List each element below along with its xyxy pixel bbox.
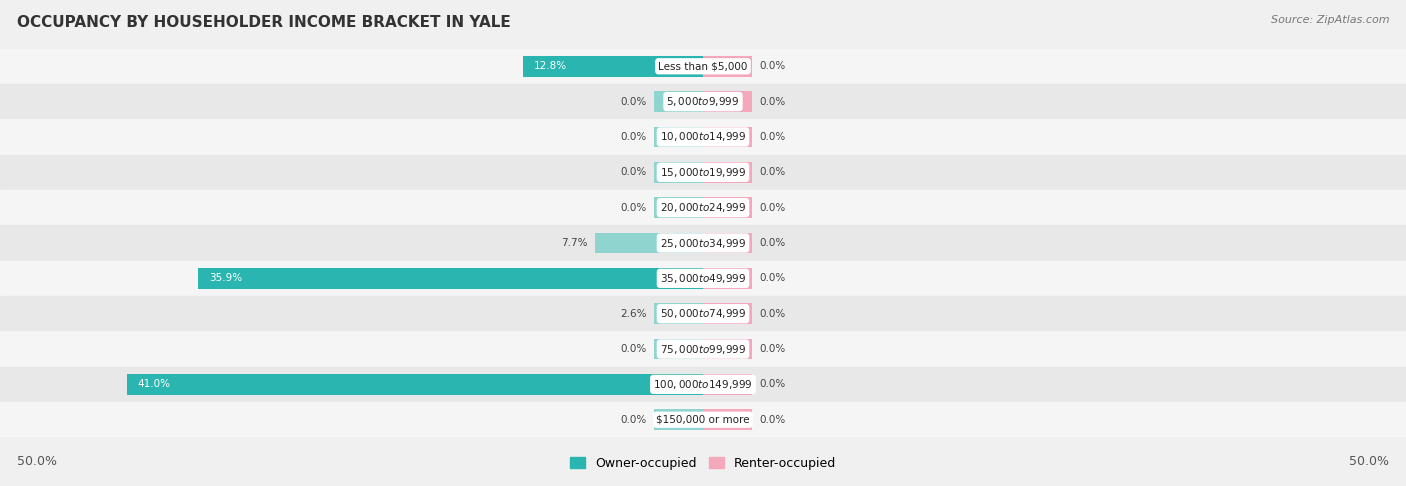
Bar [198, 268, 703, 289]
Bar [0, 84, 1406, 119]
Text: $50,000 to $74,999: $50,000 to $74,999 [659, 307, 747, 320]
Text: 0.0%: 0.0% [620, 97, 647, 106]
Bar [127, 374, 703, 395]
Text: $5,000 to $9,999: $5,000 to $9,999 [666, 95, 740, 108]
Text: 50.0%: 50.0% [1350, 455, 1389, 468]
Bar [0, 155, 1406, 190]
Text: 0.0%: 0.0% [759, 273, 786, 283]
Text: 2.6%: 2.6% [620, 309, 647, 319]
Text: 0.0%: 0.0% [759, 309, 786, 319]
Bar [703, 374, 752, 395]
Text: 0.0%: 0.0% [759, 344, 786, 354]
Bar [703, 91, 752, 112]
Text: $150,000 or more: $150,000 or more [657, 415, 749, 425]
Legend: Owner-occupied, Renter-occupied: Owner-occupied, Renter-occupied [565, 452, 841, 475]
Text: $35,000 to $49,999: $35,000 to $49,999 [659, 272, 747, 285]
Text: 0.0%: 0.0% [620, 344, 647, 354]
Text: Source: ZipAtlas.com: Source: ZipAtlas.com [1271, 15, 1389, 25]
Text: 0.0%: 0.0% [759, 97, 786, 106]
Bar [0, 226, 1406, 260]
Text: 35.9%: 35.9% [209, 273, 243, 283]
Bar [0, 331, 1406, 367]
Bar [703, 56, 752, 76]
Bar [654, 303, 703, 324]
Text: $25,000 to $34,999: $25,000 to $34,999 [659, 237, 747, 249]
Bar [0, 260, 1406, 296]
Text: 0.0%: 0.0% [620, 203, 647, 213]
Bar [703, 268, 752, 289]
Text: Less than $5,000: Less than $5,000 [658, 61, 748, 71]
Bar [0, 190, 1406, 226]
Bar [654, 91, 703, 112]
Text: 0.0%: 0.0% [759, 61, 786, 71]
Bar [654, 410, 703, 430]
Text: $15,000 to $19,999: $15,000 to $19,999 [659, 166, 747, 179]
Bar [703, 127, 752, 147]
Bar [523, 56, 703, 76]
Bar [654, 197, 703, 218]
Text: 41.0%: 41.0% [138, 380, 170, 389]
Text: $100,000 to $149,999: $100,000 to $149,999 [654, 378, 752, 391]
Bar [0, 49, 1406, 84]
Text: 0.0%: 0.0% [620, 132, 647, 142]
Text: 0.0%: 0.0% [759, 380, 786, 389]
Bar [0, 119, 1406, 155]
Bar [703, 162, 752, 183]
Text: 7.7%: 7.7% [561, 238, 588, 248]
Bar [0, 402, 1406, 437]
Bar [654, 162, 703, 183]
Bar [0, 367, 1406, 402]
Text: OCCUPANCY BY HOUSEHOLDER INCOME BRACKET IN YALE: OCCUPANCY BY HOUSEHOLDER INCOME BRACKET … [17, 15, 510, 30]
Bar [654, 127, 703, 147]
Bar [703, 233, 752, 253]
Text: 0.0%: 0.0% [759, 415, 786, 425]
Text: 0.0%: 0.0% [759, 167, 786, 177]
Bar [595, 233, 703, 253]
Text: $75,000 to $99,999: $75,000 to $99,999 [659, 343, 747, 356]
Bar [703, 197, 752, 218]
Text: 0.0%: 0.0% [759, 203, 786, 213]
Text: 12.8%: 12.8% [534, 61, 568, 71]
Bar [703, 339, 752, 359]
Bar [703, 303, 752, 324]
Text: $20,000 to $24,999: $20,000 to $24,999 [659, 201, 747, 214]
Text: 0.0%: 0.0% [620, 415, 647, 425]
Bar [703, 410, 752, 430]
Text: 0.0%: 0.0% [620, 167, 647, 177]
Bar [0, 296, 1406, 331]
Text: 0.0%: 0.0% [759, 132, 786, 142]
Bar [654, 339, 703, 359]
Text: $10,000 to $14,999: $10,000 to $14,999 [659, 130, 747, 143]
Text: 0.0%: 0.0% [759, 238, 786, 248]
Text: 50.0%: 50.0% [17, 455, 56, 468]
